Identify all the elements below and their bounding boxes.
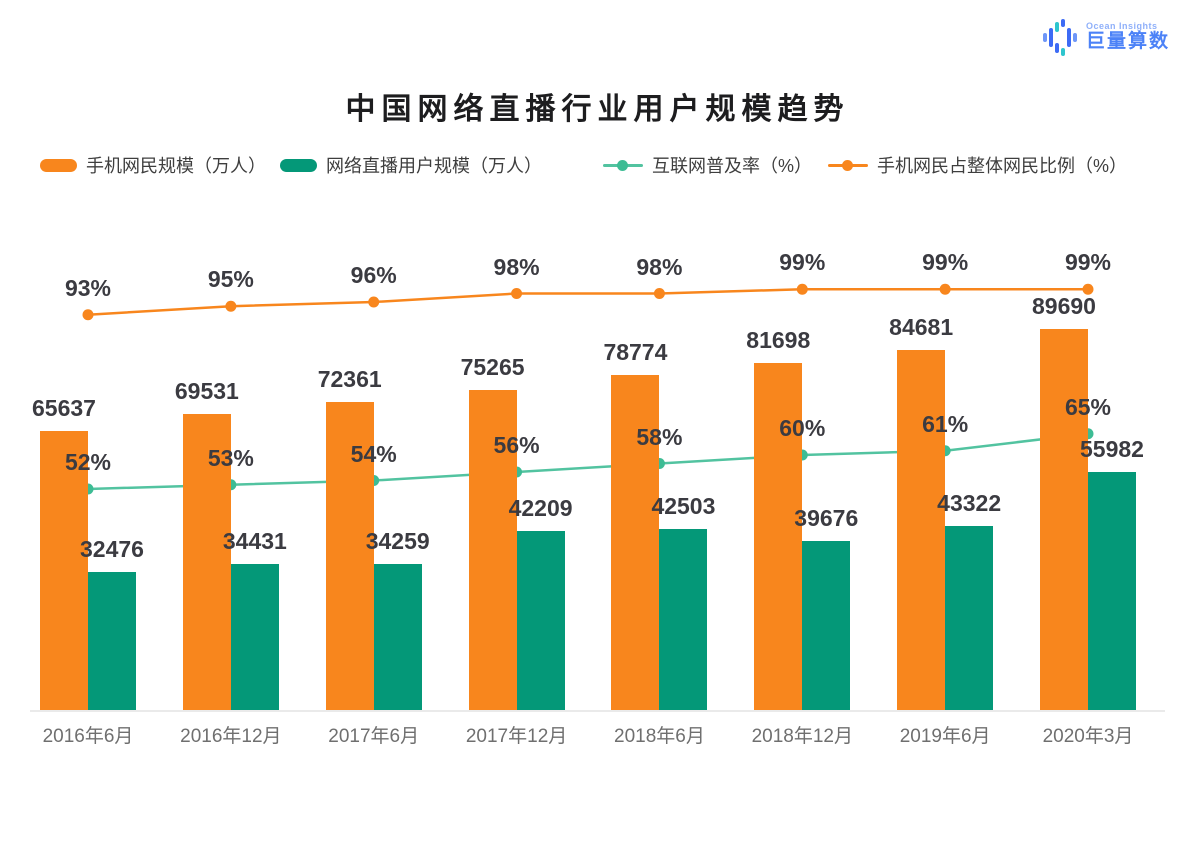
legend-line-swatch (603, 159, 643, 172)
line-percent-label: 61% (922, 410, 969, 437)
line-point-dot (82, 309, 94, 321)
line-percent-label: 53% (207, 444, 254, 471)
legend-label: 手机网民规模（万人） (86, 156, 266, 176)
trend-line-2 (87, 288, 1088, 316)
bar-value-label: 89690 (1032, 292, 1096, 319)
x-axis-label: 2016年6月 (42, 726, 134, 747)
legend-line-swatch (828, 159, 868, 172)
line-point-dot (511, 288, 523, 299)
legend-line-dot (842, 159, 853, 171)
x-axis-label: 2020年3月 (1042, 726, 1134, 747)
legend-label: 手机网民占整体网民比例（%） (877, 156, 1128, 176)
legend-item-4: 手机网民占整体网民比例（%） (828, 152, 1127, 178)
legend-item-2: 网络直播用户规模（万人） (280, 152, 542, 178)
line-percent-label: 65% (1064, 393, 1111, 420)
bar-series2-cat7 (945, 525, 994, 710)
x-axis-label: 2017年6月 (328, 726, 420, 747)
line-point-dot (796, 283, 808, 295)
bar-value-label: 84681 (889, 314, 954, 341)
bar-series2-cat8 (1087, 472, 1136, 710)
line-percent-label: 54% (350, 440, 397, 467)
bar-value-label: 78774 (603, 339, 668, 366)
line-percent-label: 98% (636, 253, 683, 280)
bar-series1-cat1 (40, 431, 88, 710)
bar-value-label: 65637 (32, 395, 96, 422)
legend-label: 互联网普及率（%） (652, 156, 813, 176)
line-percent-label: 93% (64, 274, 112, 301)
legend-bar-swatch (280, 158, 317, 172)
bar-series2-cat3 (373, 564, 422, 710)
line-percent-label: 98% (493, 253, 540, 280)
line-percent-label: 99% (1064, 249, 1111, 276)
bar-series2-cat4 (516, 530, 565, 710)
line-percent-label: 99% (922, 249, 969, 276)
legend-bar-swatch (40, 158, 77, 172)
bar-series2-cat2 (230, 563, 279, 710)
line-percent-label: 95% (207, 266, 254, 293)
bar-value-label: 81698 (746, 326, 811, 353)
x-axis-line (30, 710, 1165, 712)
bar-value-label: 39676 (794, 505, 859, 532)
line-point-dot (225, 300, 237, 312)
line-percent-label: 58% (636, 423, 683, 450)
x-axis-label: 2017年12月 (465, 726, 568, 747)
bar-value-label: 34431 (222, 527, 287, 554)
chart-title: 中国网络直播行业用户规模趋势 (345, 93, 850, 126)
bar-value-label: 72361 (317, 366, 382, 393)
bar-value-label: 32476 (80, 535, 144, 562)
bar-series2-cat1 (88, 571, 136, 710)
brand-tagline: Ocean Insights (1085, 20, 1158, 31)
chart-legend: 手机网民规模（万人） 网络直播用户规模（万人） 互联网普及率（%） 手机网民占整体网民… (0, 152, 1195, 178)
bar-series1-cat7 (897, 350, 946, 710)
x-axis-label: 2018年6月 (614, 726, 705, 747)
bar-series2-cat5 (659, 529, 708, 710)
bar-series1-cat3 (325, 402, 374, 710)
bar-series1-cat4 (468, 390, 517, 710)
bar-series1-cat6 (754, 362, 803, 710)
x-axis-label: 2019年6月 (899, 726, 991, 747)
bar-series1-cat2 (182, 414, 231, 710)
bar-value-label: 42503 (651, 493, 716, 520)
brand-text: Ocean Insights 巨量算数 (1085, 20, 1170, 53)
line-percent-label: 56% (493, 432, 540, 458)
legend-label: 网络直播用户规模（万人） (326, 156, 542, 176)
line-point-dot (653, 288, 665, 299)
bar-value-label: 34259 (365, 528, 430, 555)
line-percent-label: 60% (779, 415, 826, 441)
bar-value-label: 43322 (937, 489, 1002, 516)
x-axis-label: 2016年12月 (180, 726, 282, 747)
legend-line-dot (617, 159, 628, 171)
bar-value-label: 42209 (508, 494, 573, 521)
brand-logo: Ocean Insights 巨量算数 (1042, 18, 1170, 56)
line-percent-label: 96% (350, 262, 397, 288)
legend-item-1: 手机网民规模（万人） (40, 152, 266, 178)
line-percent-label: 99% (779, 249, 826, 276)
bar-series2-cat6 (802, 541, 851, 710)
bar-series1-cat8 (1039, 328, 1088, 710)
brand-icon (1042, 19, 1077, 56)
x-axis-label: 2018年12月 (751, 726, 853, 747)
bar-series1-cat5 (611, 375, 660, 710)
line-point-dot (939, 283, 951, 295)
bar-value-label: 75265 (460, 354, 525, 381)
line-percent-label: 52% (64, 449, 112, 475)
legend-item-3: 互联网普及率（%） (603, 152, 812, 178)
brand-name: 巨量算数 (1085, 30, 1170, 52)
bar-value-label: 55982 (1080, 436, 1144, 463)
line-point-dot (368, 296, 380, 308)
bar-value-label: 69531 (174, 378, 239, 405)
